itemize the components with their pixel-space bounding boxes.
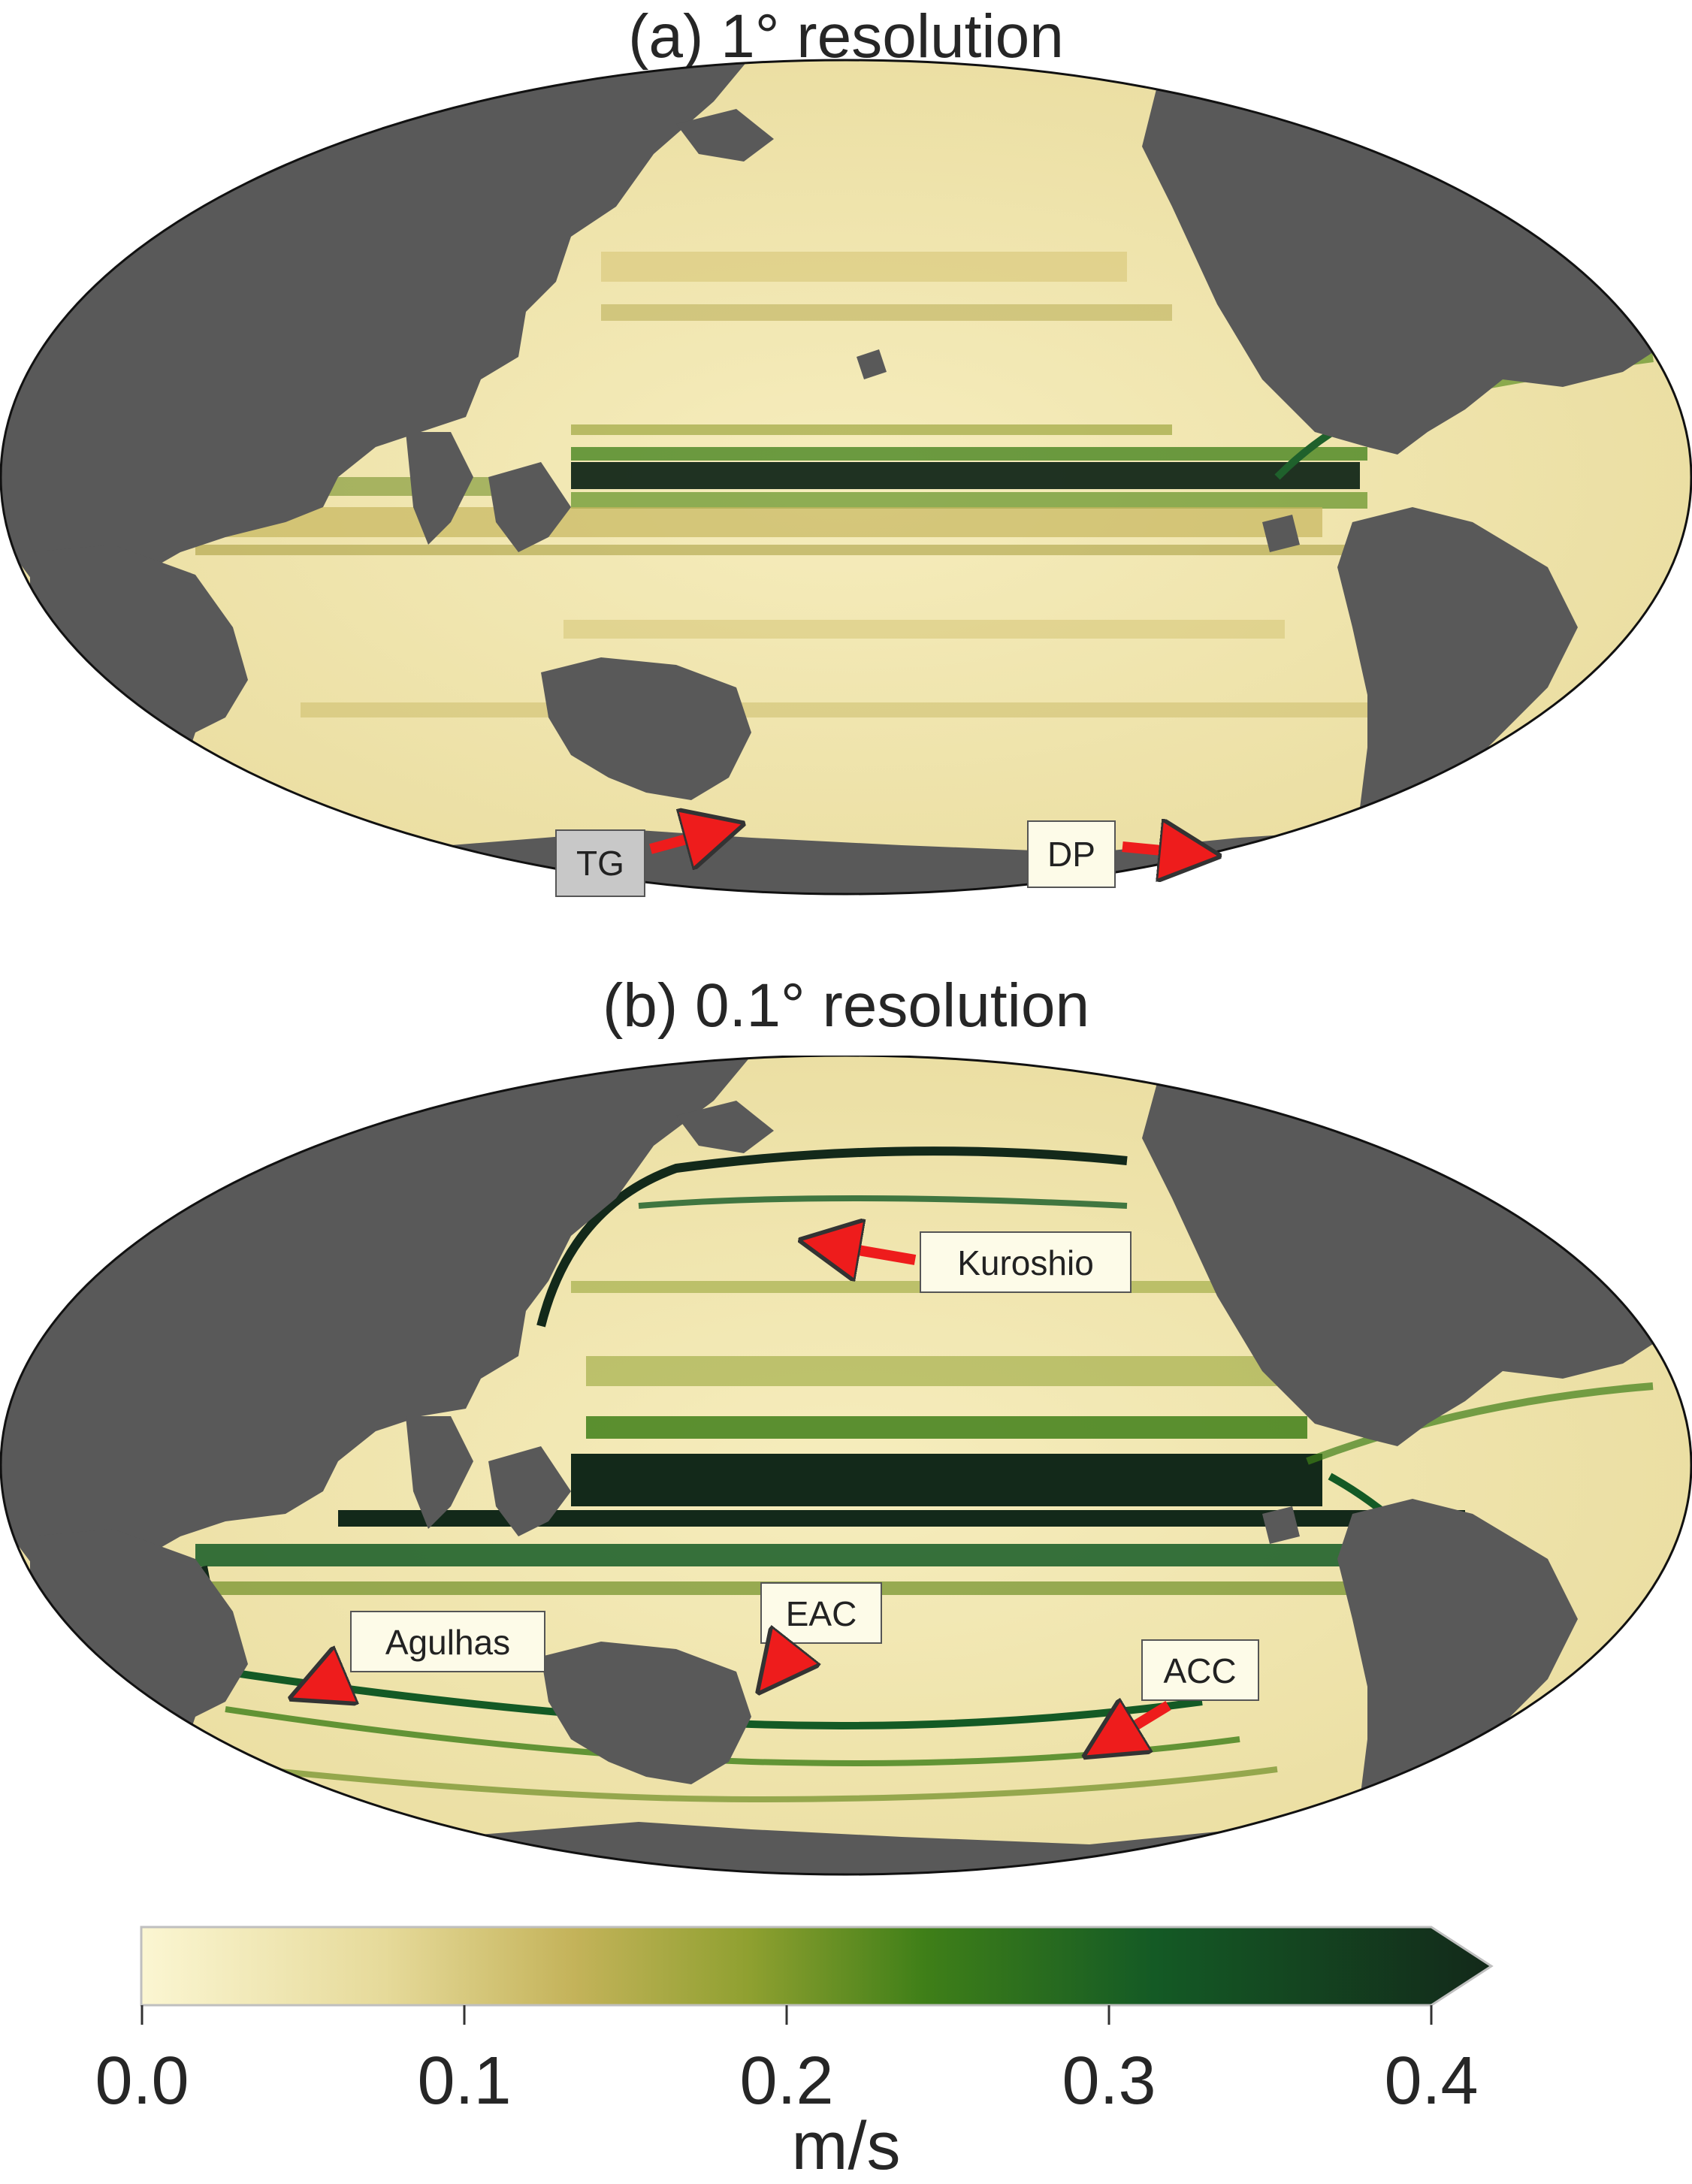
callout-dp: DP [1027, 821, 1201, 888]
callout-agulhas: Agulhas [308, 1611, 545, 1691]
callout-eac-label: EAC [786, 1594, 857, 1633]
colorbar-tick-label: 0.4 [1384, 2044, 1479, 2119]
callout-agulhas-arrow [308, 1677, 342, 1691]
colorbar-tick-label: 0.2 [739, 2044, 834, 2119]
callout-acc-arrow [1101, 1705, 1171, 1747]
callout-kuroshio: Kuroshio [819, 1232, 1132, 1293]
callout-acc-label: ACC [1163, 1651, 1236, 1690]
colorbar-units: m/s [791, 2109, 901, 2184]
panel-a-title: (a) 1° resolution [628, 2, 1064, 71]
colorbar-tick-label: 0.1 [417, 2044, 512, 2119]
map-panel-b: Kuroshio Agulhas EAC ACC [0, 1056, 1692, 1876]
callout-kuroshio-arrow [819, 1243, 917, 1260]
colorbar [140, 1926, 1494, 2025]
colorbar-ticks [140, 2005, 1433, 2025]
map-panel-a: TG DP [0, 59, 1692, 897]
callout-eac-arrow [770, 1649, 793, 1678]
callout-eac: EAC [761, 1582, 882, 1678]
colorbar-gradient [140, 1926, 1494, 2007]
callout-dp-label: DP [1047, 835, 1095, 874]
colorbar-tick-label: 0.3 [1062, 2044, 1156, 2119]
callout-tg: TG [555, 829, 725, 897]
callout-dp-arrow [1122, 847, 1201, 854]
callout-acc: ACC [1101, 1639, 1259, 1747]
panel-b-title: (b) 0.1° resolution [602, 971, 1090, 1040]
callout-tg-arrow [649, 829, 725, 849]
callout-tg-label: TG [576, 844, 624, 883]
callout-kuroshio-label: Kuroshio [957, 1243, 1094, 1282]
callout-agulhas-label: Agulhas [385, 1623, 510, 1662]
colorbar-tick-label: 0.0 [95, 2044, 189, 2119]
